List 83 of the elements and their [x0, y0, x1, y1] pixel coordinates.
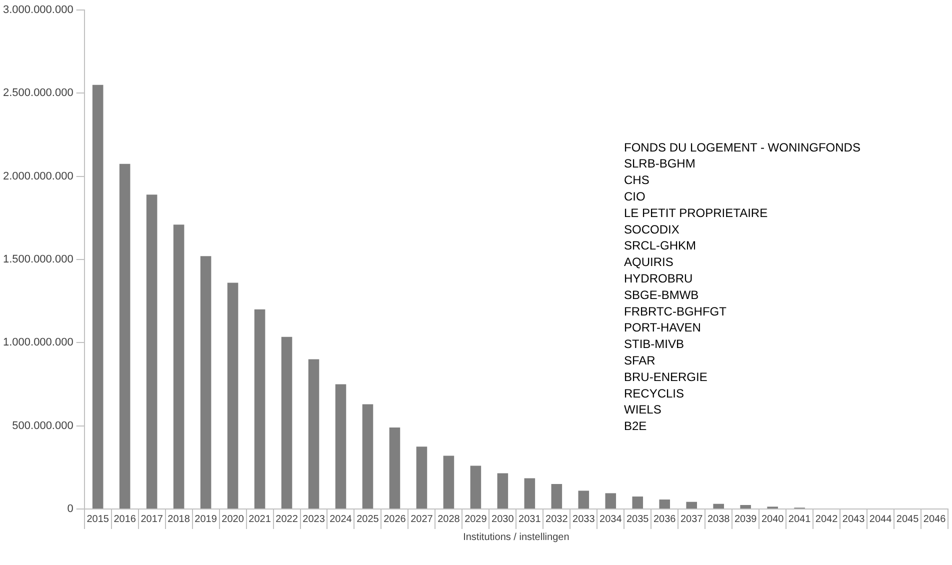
annotation: SRCL-GHKM — [624, 238, 696, 253]
bar — [281, 336, 292, 508]
x-tick-label: 2044 — [869, 514, 892, 525]
bar — [524, 478, 536, 508]
x-tick-label: 2017 — [140, 514, 164, 525]
bar — [686, 502, 697, 508]
annotation: WIELS — [624, 402, 662, 417]
x-tick-label: 2032 — [546, 514, 568, 525]
bar — [335, 384, 346, 508]
x-tick-label: 2015 — [86, 514, 110, 525]
bar — [443, 456, 454, 508]
x-tick-label: 2018 — [168, 514, 190, 525]
x-tick-label: 2046 — [923, 514, 946, 525]
x-tick-label: 2030 — [492, 514, 514, 525]
bar — [146, 194, 158, 508]
bar — [497, 473, 508, 508]
y-tick-label: 2.000.000.000 — [2, 170, 74, 182]
x-tick-label: 2026 — [384, 514, 406, 525]
x-tick-label: 2016 — [114, 514, 136, 525]
annotation: SBGE-BMWB — [624, 288, 699, 302]
annotation: B2E — [624, 419, 647, 434]
x-tick-label: 2040 — [761, 514, 784, 525]
x-tick-label: 2042 — [815, 514, 838, 525]
x-tick-label: 2023 — [302, 514, 326, 525]
y-tick-label: 3.000.000.000 — [2, 4, 74, 16]
y-tick-label: 500.000.000 — [12, 420, 74, 432]
x-tick-label: 2036 — [653, 514, 676, 525]
x-tick-label: 2020 — [222, 514, 244, 525]
y-tick-label: 0 — [67, 503, 74, 516]
bar — [389, 427, 400, 508]
x-tick-label: 2043 — [842, 514, 866, 525]
bar — [200, 256, 212, 508]
x-tick-label: 2021 — [248, 514, 272, 525]
x-tick-label: 2019 — [194, 514, 218, 525]
annotation: AQUIRIS — [624, 255, 674, 270]
bar — [605, 493, 616, 508]
bar — [632, 496, 644, 508]
x-tick-label: 2045 — [896, 514, 920, 525]
bar — [362, 404, 374, 508]
y-tick-label: 2.500.000.000 — [2, 87, 74, 100]
bar — [173, 224, 184, 508]
bar — [470, 466, 482, 508]
annotation: STIB-MIVB — [624, 337, 684, 352]
x-tick-label: 2028 — [438, 514, 460, 525]
annotation: FRBRTC-BGHFGT — [624, 304, 728, 318]
x-tick-label: 2037 — [680, 514, 704, 525]
annotation: SFAR — [624, 354, 656, 368]
bar — [551, 484, 562, 508]
x-tick-label: 2022 — [276, 514, 298, 525]
annotation: FONDS DU LOGEMENT - WONINGFONDS — [624, 140, 860, 154]
x-tick-label: 2031 — [518, 514, 542, 525]
x-tick-label: 2034 — [600, 514, 622, 525]
annotation: CHS — [624, 173, 650, 188]
x-tick-label: 2041 — [788, 514, 812, 525]
x-tick-label: 2035 — [626, 514, 650, 525]
bar — [659, 500, 670, 508]
annotation: RECYCLIS — [624, 386, 684, 400]
annotation: CIO — [624, 190, 646, 204]
x-tick-label: 2024 — [330, 514, 352, 525]
bar — [713, 504, 724, 508]
bar — [578, 490, 590, 508]
x-tick-label: 2027 — [410, 514, 434, 525]
annotation: BRU-ENERGIE — [624, 370, 708, 384]
annotation: SOCODIX — [624, 222, 680, 236]
annotation: LE PETIT PROPRIETAIRE — [624, 206, 768, 220]
x-tick-label: 2038 — [707, 514, 730, 525]
x-tick-label: 2033 — [572, 514, 596, 525]
annotation: PORT-HAVEN — [624, 320, 701, 335]
bar — [254, 309, 266, 508]
bar — [308, 359, 320, 508]
bar — [92, 84, 104, 508]
bar — [740, 505, 751, 508]
bar — [119, 164, 130, 508]
x-axis-title: Institutions / instellingen — [463, 532, 570, 543]
bar — [227, 282, 238, 508]
annotation: HYDROBRU — [624, 272, 693, 286]
y-tick-label: 1.000.000.000 — [2, 336, 74, 349]
bar — [416, 446, 428, 508]
x-tick-label: 2039 — [734, 514, 758, 525]
x-tick-label: 2029 — [464, 514, 488, 525]
x-tick-label: 2025 — [356, 514, 380, 525]
y-tick-label: 1.500.000.000 — [2, 254, 74, 266]
annotation: SLRB-BGHM — [624, 156, 696, 171]
